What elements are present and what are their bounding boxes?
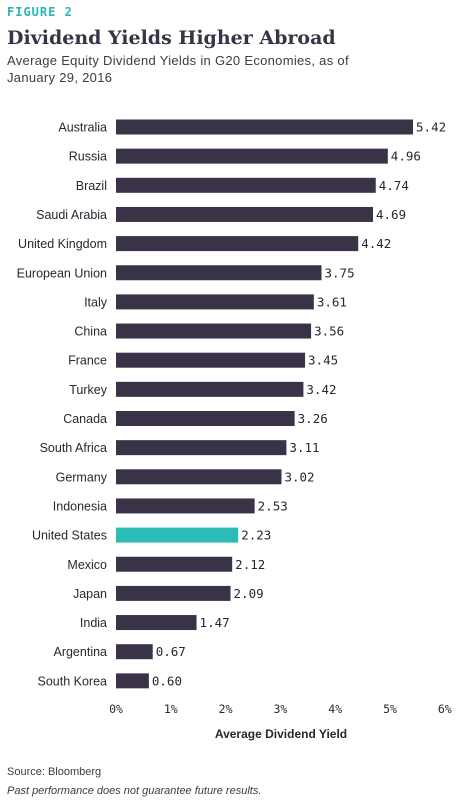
category-label: France [68,354,107,368]
x-tick-label: 5% [383,702,397,716]
data-label: 4.74 [379,178,409,193]
bar [116,206,374,222]
data-label: 2.09 [234,586,264,601]
data-label: 3.61 [317,294,347,309]
bar-chart: Australia 5.42 Russia 4.96 Brazil 4.74 Saudi A… [17,119,452,741]
bar [116,469,282,485]
data-label: 3.42 [306,382,336,397]
data-label: 3.11 [289,440,319,455]
category-label: Japan [73,587,107,601]
data-label: 2.12 [235,557,265,572]
data-label: 3.26 [298,411,328,426]
data-label: 2.23 [241,528,271,543]
bar [116,585,231,601]
bar [116,294,314,310]
data-label: 4.96 [391,149,421,164]
bar [116,265,322,281]
bar [116,236,359,252]
x-tick-label: 2% [219,702,233,716]
bar [116,498,255,514]
data-label: 0.67 [156,644,186,659]
chart-subtitle: Average Equity Dividend Yields in G20 Ec… [7,53,349,85]
category-label: Italy [84,295,108,309]
data-label: 3.02 [284,469,314,484]
x-tick-label: 4% [328,702,342,716]
bar [116,148,388,164]
category-label: United States [32,529,107,543]
category-label: Turkey [69,383,107,397]
category-label: South Africa [40,441,107,455]
bar [116,556,233,572]
bar-highlight [116,527,239,543]
data-label: 5.42 [416,120,446,135]
category-label: United Kingdom [18,237,107,251]
category-label: China [74,325,107,339]
source-note: Source: Bloomberg [7,766,102,778]
data-label: 3.56 [314,324,344,339]
category-label: Canada [63,412,107,426]
x-tick-label: 6% [438,702,452,716]
category-label: European Union [17,266,107,280]
data-label: 1.47 [200,615,230,630]
x-tick-label: 1% [164,702,178,716]
category-label: Russia [69,150,107,164]
x-tick-label: 3% [273,702,287,716]
bar [116,440,287,456]
bar [116,352,306,368]
data-label: 4.69 [376,207,406,222]
category-label: Germany [56,470,108,484]
bar [116,119,414,135]
data-label: 0.60 [152,673,182,688]
category-label: Argentina [53,645,107,659]
figure-label: FIGURE 2 [7,5,73,19]
data-label: 4.42 [361,236,391,251]
x-axis-title: Average Dividend Yield [215,727,347,741]
data-label: 2.53 [258,498,288,513]
bar [116,673,149,689]
category-label: Indonesia [53,499,107,513]
data-label: 3.45 [308,353,338,368]
x-tick-label: 0% [109,702,123,716]
bar [116,615,197,631]
bar [116,381,304,397]
category-label: South Korea [38,674,108,688]
category-label: India [80,616,107,630]
chart-title: Dividend Yields Higher Abroad [7,27,336,49]
bar [116,644,153,660]
category-label: Saudi Arabia [36,208,107,222]
bar [116,323,312,339]
category-label: Brazil [76,179,107,193]
category-label: Australia [58,121,107,135]
category-label: Mexico [67,558,107,572]
data-label: 3.75 [325,265,355,280]
bar [116,177,376,193]
disclaimer-note: Past performance does not guarantee futu… [7,785,262,797]
bar [116,411,295,426]
